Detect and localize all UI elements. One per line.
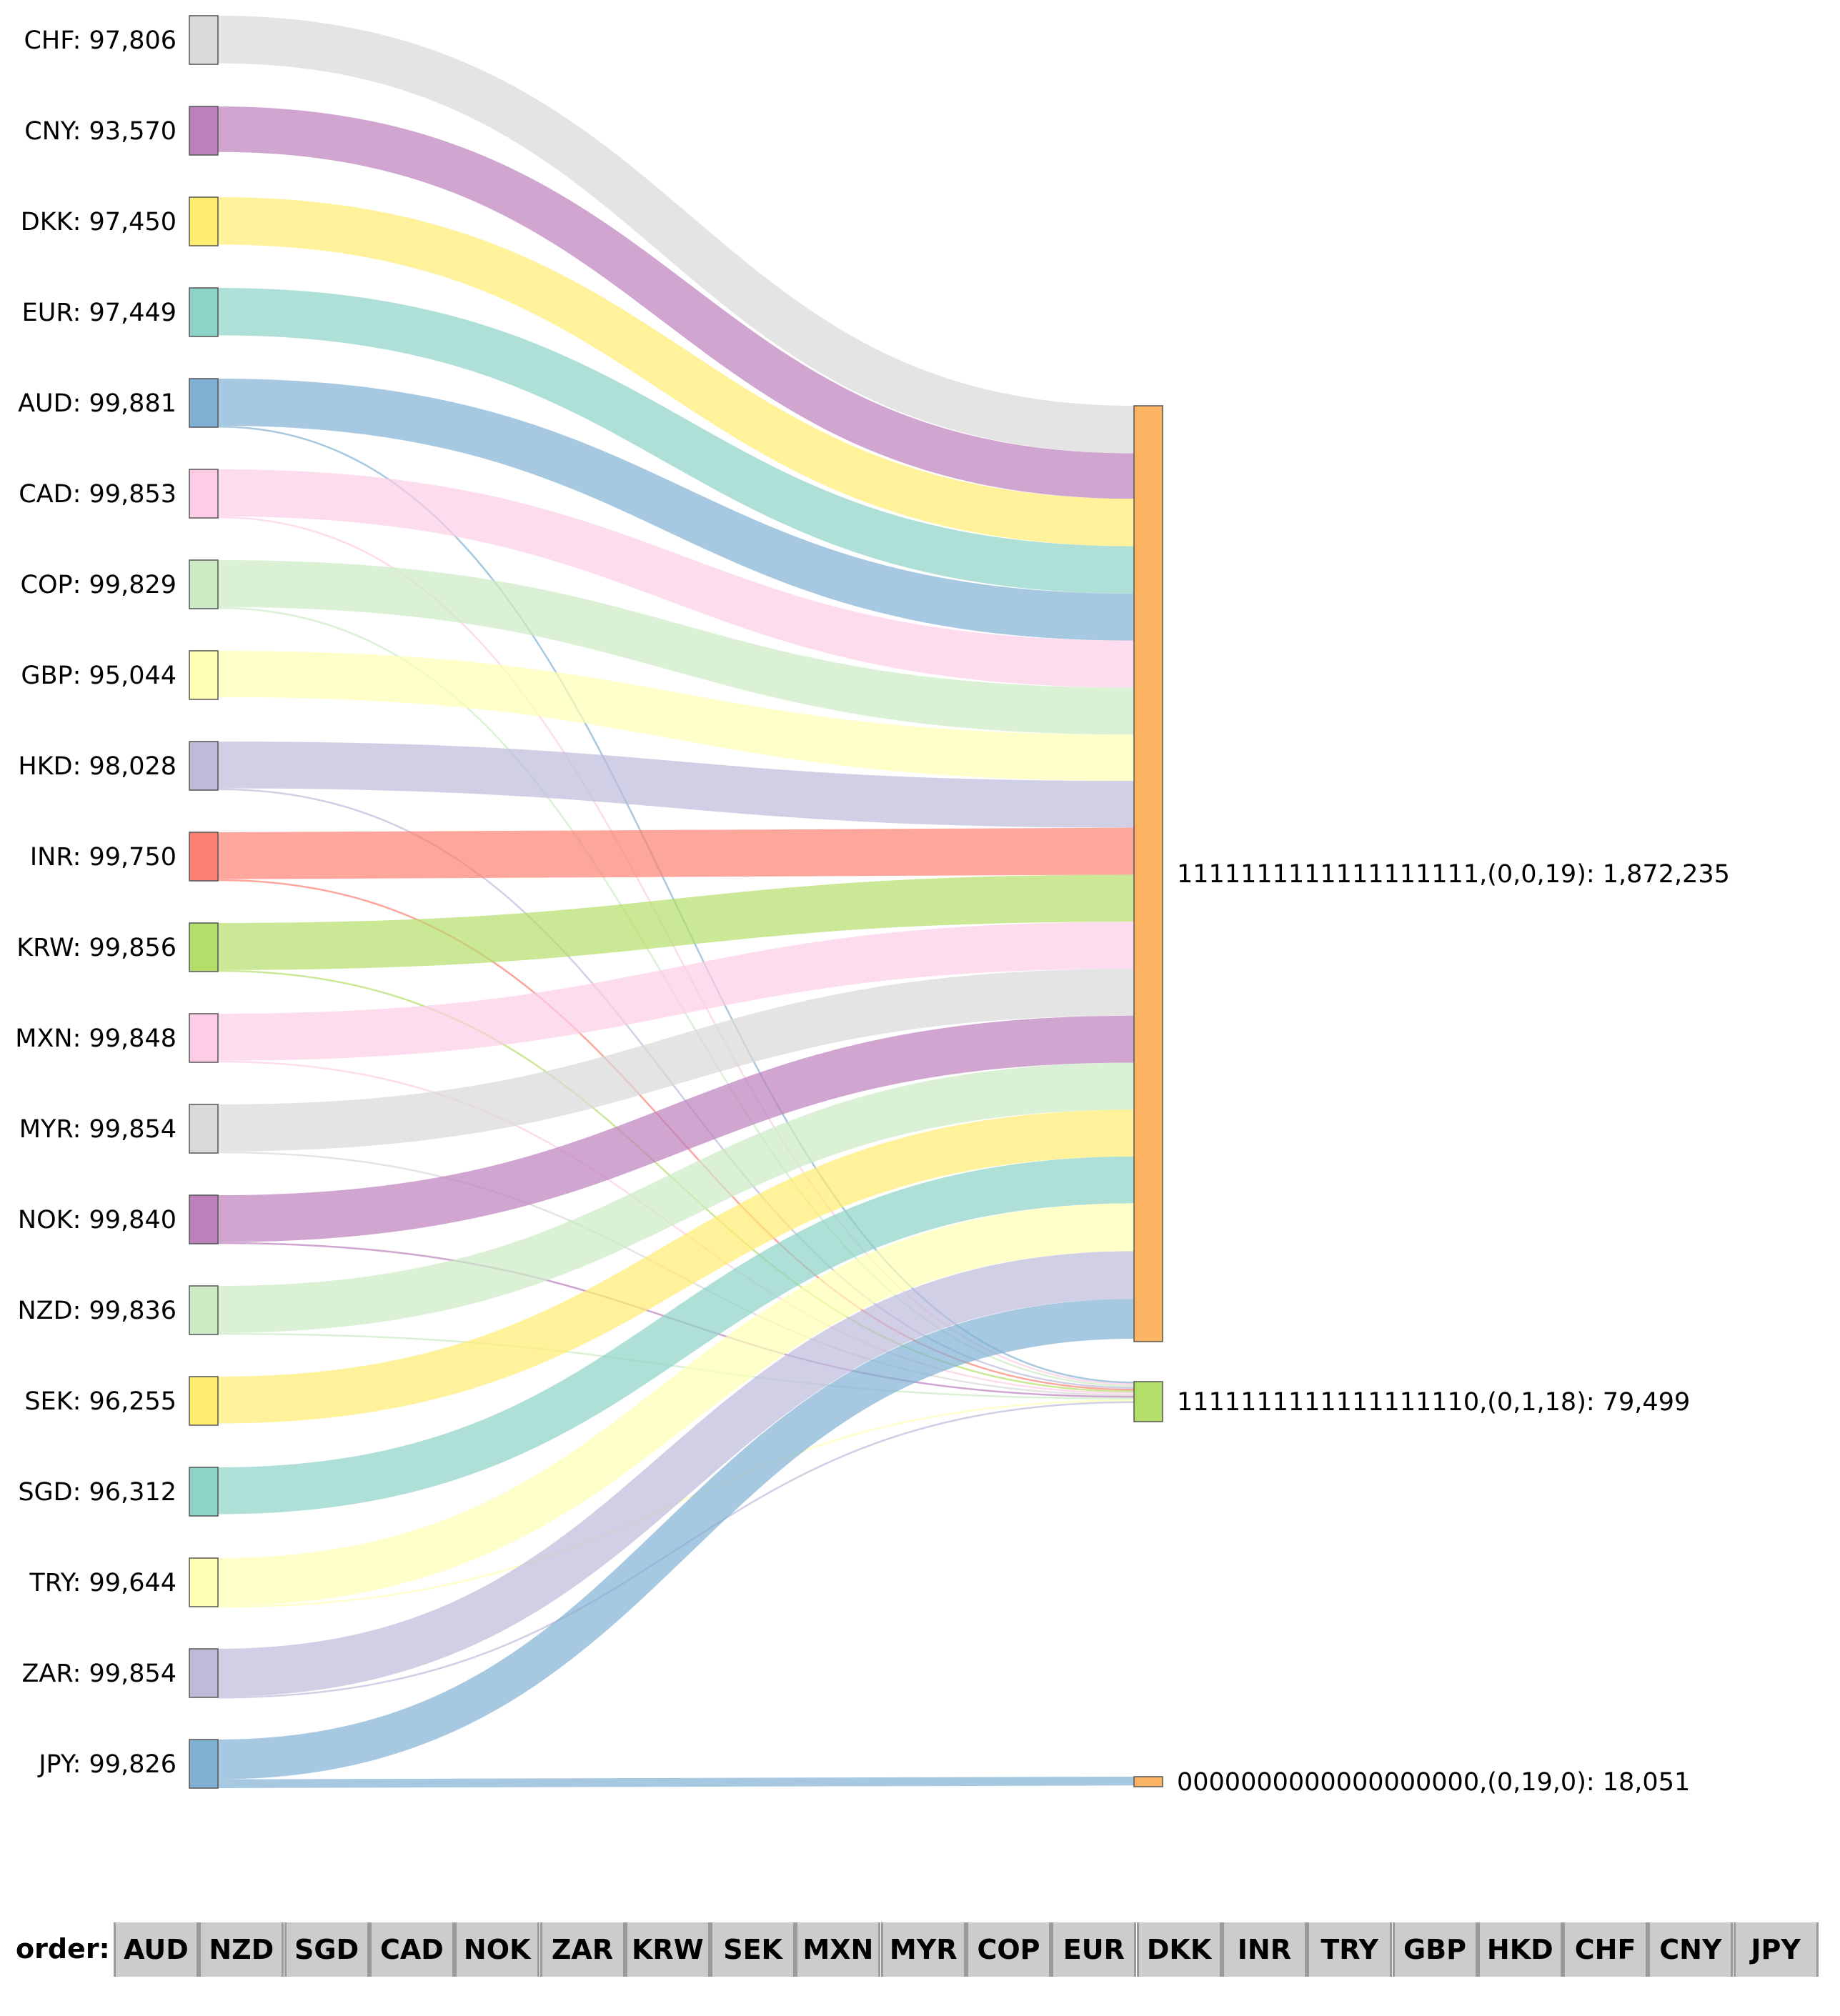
- link-chf-to-target-1: [217, 16, 1135, 454]
- source-label-gbp: GBP: 95,044: [21, 662, 176, 690]
- source-node-myr[interactable]: [189, 1104, 219, 1154]
- link-cop-to-target-1: [217, 560, 1135, 735]
- target-label-1111111111111111110-0-1-18: 1111111111111111110,(0,1,18): 79,499: [1177, 1388, 1690, 1417]
- link-myr-to-target-1: [217, 968, 1135, 1152]
- order-item-myr[interactable]: MYR: [880, 1922, 966, 1977]
- target-node-3[interactable]: [1133, 1776, 1163, 1787]
- order-item-gbp[interactable]: GBP: [1392, 1922, 1478, 1977]
- source-node-mxn[interactable]: [189, 1013, 219, 1063]
- link-zar-to-target-1: [217, 1251, 1135, 1697]
- order-item-cop[interactable]: COP: [966, 1922, 1051, 1977]
- order-item-mxn[interactable]: MXN: [795, 1922, 881, 1977]
- order-item-dkk[interactable]: DKK: [1136, 1922, 1222, 1977]
- source-label-myr: MYR: 99,854: [19, 1115, 176, 1144]
- source-label-try: TRY: 99,644: [29, 1569, 176, 1597]
- link-inr-to-target-1: [217, 827, 1135, 879]
- source-label-cny: CNY: 93,570: [24, 117, 176, 146]
- source-label-cop: COP: 99,829: [21, 571, 176, 599]
- target-node-1[interactable]: [1133, 405, 1163, 1342]
- source-label-chf: CHF: 97,806: [24, 26, 176, 55]
- source-node-hkd[interactable]: [189, 741, 219, 791]
- target-label-0000000000000000000-0-19-0: 0000000000000000000,(0,19,0): 18,051: [1177, 1768, 1690, 1797]
- source-label-sgd: SGD: 96,312: [18, 1478, 176, 1507]
- source-label-zar: ZAR: 99,854: [21, 1660, 176, 1688]
- source-label-mxn: MXN: 99,848: [15, 1024, 176, 1053]
- source-label-nzd: NZD: 99,836: [18, 1297, 177, 1325]
- order-item-krw[interactable]: KRW: [625, 1922, 710, 1977]
- source-label-eur: EUR: 97,449: [22, 299, 176, 327]
- source-label-sek: SEK: 96,255: [24, 1387, 176, 1416]
- order-item-cad[interactable]: CAD: [369, 1922, 454, 1977]
- link-hkd-to-target-1: [217, 742, 1135, 828]
- source-node-inr[interactable]: [189, 832, 219, 882]
- source-node-krw[interactable]: [189, 922, 219, 972]
- target-node-2[interactable]: [1133, 1381, 1163, 1422]
- source-label-dkk: DKK: 97,450: [21, 208, 176, 236]
- order-item-sek[interactable]: SEK: [710, 1922, 796, 1977]
- source-node-gbp[interactable]: [189, 650, 219, 700]
- source-node-cop[interactable]: [189, 559, 219, 609]
- source-node-aud[interactable]: [189, 378, 219, 428]
- order-item-zar[interactable]: ZAR: [539, 1922, 625, 1977]
- target-label-1111111111111111111-0-0-19: 1111111111111111111,(0,0,19): 1,872,235: [1177, 860, 1730, 889]
- link-mxn-to-target-1: [217, 922, 1135, 1061]
- source-label-cad: CAD: 99,853: [19, 480, 176, 509]
- link-sek-to-target-1: [217, 1109, 1135, 1424]
- source-node-eur[interactable]: [189, 287, 219, 337]
- source-label-aud: AUD: 99,881: [18, 389, 176, 418]
- order-item-inr[interactable]: INR: [1221, 1922, 1307, 1977]
- link-jpy-to-target-3: [217, 1776, 1135, 1788]
- source-label-hkd: HKD: 98,028: [18, 752, 176, 781]
- link-dkk-to-target-1: [217, 196, 1135, 547]
- source-node-cad[interactable]: [189, 469, 219, 519]
- source-node-nok[interactable]: [189, 1194, 219, 1244]
- link-sgd-to-target-1: [217, 1156, 1135, 1515]
- link-jpy-to-target-1: [217, 1299, 1135, 1780]
- link-gbp-to-target-1: [217, 650, 1135, 782]
- link-aud-to-target-1: [217, 379, 1135, 641]
- source-node-zar[interactable]: [189, 1648, 219, 1698]
- source-node-nzd[interactable]: [189, 1285, 219, 1335]
- order-item-cny[interactable]: CNY: [1648, 1922, 1734, 1977]
- order-item-hkd[interactable]: HKD: [1477, 1922, 1563, 1977]
- order-item-nok[interactable]: NOK: [454, 1922, 540, 1977]
- source-label-nok: NOK: 99,840: [18, 1206, 176, 1234]
- link-cny-to-target-1: [217, 106, 1135, 499]
- order-bar: order: AUD NZD SGD CAD NOK ZAR KRW SEK MXN MYR COP…: [0, 1917, 1840, 1981]
- sankey-labels: CHF: 97,806 CNY: 93,570 DKK: 97,450 EUR: 97…: [15, 26, 1730, 1797]
- link-try-to-target-1: [217, 1203, 1135, 1606]
- order-item-chf[interactable]: CHF: [1563, 1922, 1648, 1977]
- link-nok-to-target-1: [217, 1015, 1135, 1242]
- order-label: order:: [16, 1933, 110, 1965]
- source-node-dkk[interactable]: [189, 196, 219, 246]
- source-node-try[interactable]: [189, 1557, 219, 1607]
- order-item-jpy[interactable]: JPY: [1733, 1922, 1819, 1977]
- source-label-inr: INR: 99,750: [30, 843, 176, 872]
- source-node-sgd[interactable]: [189, 1467, 219, 1517]
- source-label-jpy: JPY: 99,826: [37, 1750, 176, 1779]
- order-item-aud[interactable]: AUD: [114, 1922, 199, 1977]
- order-item-eur[interactable]: EUR: [1051, 1922, 1137, 1977]
- link-mxn-to-target-2: [217, 1060, 1135, 1394]
- source-node-jpy[interactable]: [189, 1739, 219, 1789]
- link-nzd-to-target-1: [217, 1062, 1135, 1333]
- link-krw-to-target-1: [217, 874, 1135, 970]
- source-node-chf[interactable]: [189, 15, 219, 65]
- source-node-sek[interactable]: [189, 1376, 219, 1426]
- order-item-try[interactable]: TRY: [1307, 1922, 1393, 1977]
- link-cad-to-target-1: [217, 469, 1135, 688]
- sankey-links: [217, 16, 1135, 1788]
- sankey-nodes: [189, 15, 1163, 1789]
- source-label-krw: KRW: 99,856: [16, 934, 176, 962]
- link-eur-to-target-1: [217, 287, 1135, 594]
- link-nzd-to-target-2: [217, 1332, 1135, 1399]
- source-node-cny[interactable]: [189, 106, 219, 156]
- order-item-nzd[interactable]: NZD: [199, 1922, 284, 1977]
- order-item-sgd[interactable]: SGD: [284, 1922, 369, 1977]
